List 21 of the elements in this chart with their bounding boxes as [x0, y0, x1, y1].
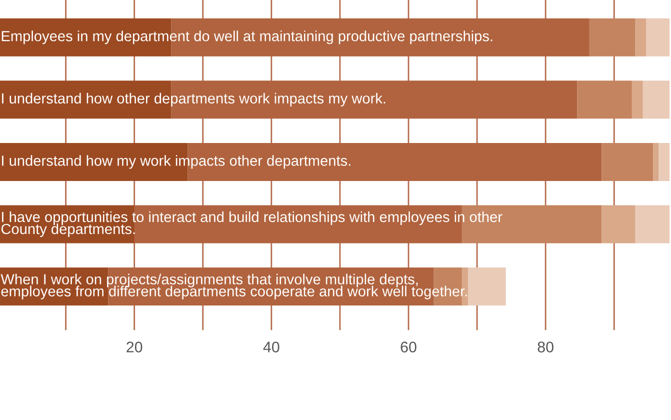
- bar: [602, 205, 636, 244]
- x-tick-label: 40: [263, 342, 280, 352]
- y-tick-label: I understand how other departments work impacts my work.: [2, 92, 386, 106]
- bar: [589, 18, 636, 56]
- bar: [653, 142, 659, 181]
- x-tick-label: 60: [400, 342, 416, 352]
- x-tick-label: 20: [126, 342, 142, 352]
- bar: [635, 18, 646, 56]
- y-tick-label: Employees in my department do well at maintaining productive partnerships.: [2, 30, 492, 44]
- bar: [577, 80, 632, 119]
- bar: [632, 80, 643, 119]
- bar: [658, 142, 670, 181]
- bar: [635, 205, 670, 244]
- bar: [642, 80, 670, 119]
- y-tick-label: I understand how my work impacts other departments.: [2, 155, 350, 169]
- bar: [468, 268, 506, 306]
- bar: [602, 142, 654, 181]
- x-tick-label: 80: [538, 342, 554, 352]
- y-tick-label: When I work on projects/assignments that involve multiple depts, employees from different departments cooperate and work well together.: [0, 274, 467, 300]
- bar: [646, 18, 670, 56]
- y-tick-label: I have opportunities to interact and build relationships with employees in other County departments.: [1, 211, 502, 238]
